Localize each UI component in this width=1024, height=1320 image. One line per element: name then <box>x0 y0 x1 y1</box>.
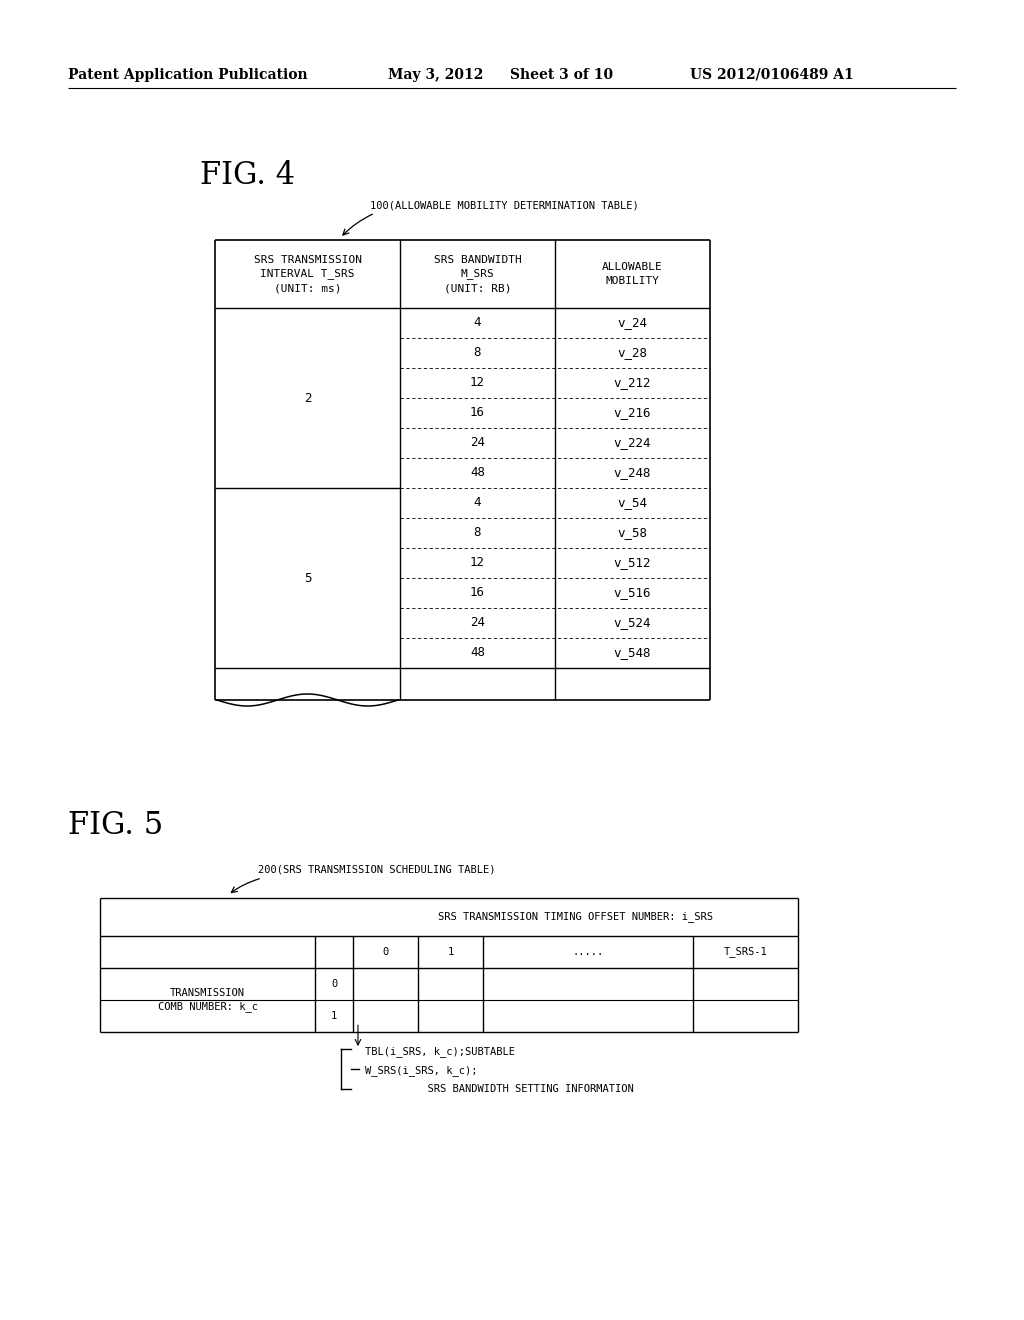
Text: Sheet 3 of 10: Sheet 3 of 10 <box>510 69 613 82</box>
Text: 12: 12 <box>470 376 485 389</box>
Text: v_216: v_216 <box>613 407 651 420</box>
Text: US 2012/0106489 A1: US 2012/0106489 A1 <box>690 69 854 82</box>
Text: v_58: v_58 <box>617 527 647 540</box>
Text: May 3, 2012: May 3, 2012 <box>388 69 483 82</box>
Text: SRS BANDWIDTH
M_SRS
(UNIT: RB): SRS BANDWIDTH M_SRS (UNIT: RB) <box>433 255 521 293</box>
Text: 48: 48 <box>470 647 485 660</box>
Text: v_548: v_548 <box>613 647 651 660</box>
Text: TRANSMISSION
COMB NUMBER: k_c: TRANSMISSION COMB NUMBER: k_c <box>158 987 257 1012</box>
Text: v_28: v_28 <box>617 346 647 359</box>
Text: .....: ..... <box>572 946 603 957</box>
Text: v_512: v_512 <box>613 557 651 569</box>
Text: 16: 16 <box>470 586 485 599</box>
Text: FIG. 4: FIG. 4 <box>200 160 295 191</box>
Text: 8: 8 <box>474 346 481 359</box>
Text: 1: 1 <box>331 1011 337 1020</box>
Text: SRS TRANSMISSION
INTERVAL T_SRS
(UNIT: ms): SRS TRANSMISSION INTERVAL T_SRS (UNIT: m… <box>254 255 361 293</box>
Text: 2: 2 <box>304 392 311 404</box>
Text: W_SRS(i_SRS, k_c);: W_SRS(i_SRS, k_c); <box>365 1065 477 1076</box>
Text: 24: 24 <box>470 616 485 630</box>
Text: v_24: v_24 <box>617 317 647 330</box>
Text: 100(ALLOWABLE MOBILITY DETERMINATION TABLE): 100(ALLOWABLE MOBILITY DETERMINATION TAB… <box>370 201 639 210</box>
Text: 5: 5 <box>304 572 311 585</box>
Text: 4: 4 <box>474 317 481 330</box>
Text: 4: 4 <box>474 496 481 510</box>
Text: 12: 12 <box>470 557 485 569</box>
Text: v_516: v_516 <box>613 586 651 599</box>
Text: 48: 48 <box>470 466 485 479</box>
Text: T_SRS-1: T_SRS-1 <box>724 946 767 957</box>
Text: 200(SRS TRANSMISSION SCHEDULING TABLE): 200(SRS TRANSMISSION SCHEDULING TABLE) <box>258 865 496 875</box>
Text: SRS BANDWIDTH SETTING INFORMATION: SRS BANDWIDTH SETTING INFORMATION <box>365 1084 634 1094</box>
Text: v_248: v_248 <box>613 466 651 479</box>
Text: v_54: v_54 <box>617 496 647 510</box>
Text: Patent Application Publication: Patent Application Publication <box>68 69 307 82</box>
Text: v_224: v_224 <box>613 437 651 450</box>
Text: 1: 1 <box>447 946 454 957</box>
Text: v_212: v_212 <box>613 376 651 389</box>
Text: ALLOWABLE
MOBILITY: ALLOWABLE MOBILITY <box>602 261 663 286</box>
Text: TBL(i_SRS, k_c);SUBTABLE: TBL(i_SRS, k_c);SUBTABLE <box>365 1045 515 1057</box>
Text: FIG. 5: FIG. 5 <box>68 810 163 841</box>
Text: SRS TRANSMISSION TIMING OFFSET NUMBER: i_SRS: SRS TRANSMISSION TIMING OFFSET NUMBER: i… <box>438 912 713 923</box>
Text: 16: 16 <box>470 407 485 420</box>
Text: 24: 24 <box>470 437 485 450</box>
Text: 8: 8 <box>474 527 481 540</box>
Text: 0: 0 <box>331 979 337 989</box>
Text: 0: 0 <box>382 946 389 957</box>
Text: v_524: v_524 <box>613 616 651 630</box>
